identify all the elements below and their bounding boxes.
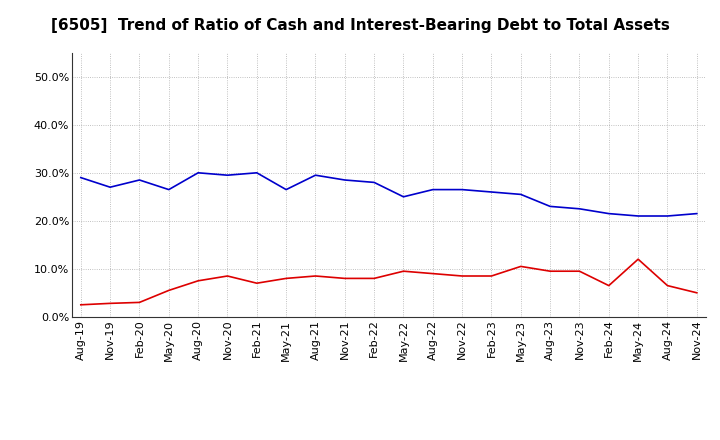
Interest-Bearing Debt <box>253 170 261 176</box>
Interest-Bearing Debt <box>634 213 642 219</box>
Interest-Bearing Debt <box>693 211 701 216</box>
Interest-Bearing Debt <box>106 184 114 190</box>
Cash <box>164 288 173 293</box>
Interest-Bearing Debt <box>164 187 173 192</box>
Interest-Bearing Debt <box>605 211 613 216</box>
Interest-Bearing Debt <box>223 172 232 178</box>
Interest-Bearing Debt <box>370 180 379 185</box>
Cash <box>693 290 701 295</box>
Interest-Bearing Debt <box>575 206 584 212</box>
Cash <box>487 273 496 279</box>
Cash <box>223 273 232 279</box>
Cash <box>253 281 261 286</box>
Interest-Bearing Debt <box>311 172 320 178</box>
Cash <box>311 273 320 279</box>
Cash <box>282 276 290 281</box>
Interest-Bearing Debt <box>428 187 437 192</box>
Interest-Bearing Debt <box>194 170 202 176</box>
Cash <box>76 302 85 308</box>
Interest-Bearing Debt <box>516 192 525 197</box>
Cash <box>399 268 408 274</box>
Cash <box>634 257 642 262</box>
Text: [6505]  Trend of Ratio of Cash and Interest-Bearing Debt to Total Assets: [6505] Trend of Ratio of Cash and Intere… <box>50 18 670 33</box>
Interest-Bearing Debt <box>135 177 144 183</box>
Cash <box>428 271 437 276</box>
Interest-Bearing Debt <box>546 204 554 209</box>
Interest-Bearing Debt <box>399 194 408 199</box>
Interest-Bearing Debt <box>341 177 349 183</box>
Interest-Bearing Debt <box>76 175 85 180</box>
Cash <box>194 278 202 283</box>
Interest-Bearing Debt <box>458 187 467 192</box>
Cash <box>516 264 525 269</box>
Cash <box>341 276 349 281</box>
Line: Interest-Bearing Debt: Interest-Bearing Debt <box>81 173 697 216</box>
Cash <box>605 283 613 288</box>
Cash <box>546 268 554 274</box>
Cash <box>575 268 584 274</box>
Interest-Bearing Debt <box>282 187 290 192</box>
Interest-Bearing Debt <box>663 213 672 219</box>
Cash <box>458 273 467 279</box>
Cash <box>106 301 114 306</box>
Cash <box>370 276 379 281</box>
Interest-Bearing Debt <box>487 189 496 194</box>
Line: Cash: Cash <box>81 259 697 305</box>
Cash <box>135 300 144 305</box>
Cash <box>663 283 672 288</box>
